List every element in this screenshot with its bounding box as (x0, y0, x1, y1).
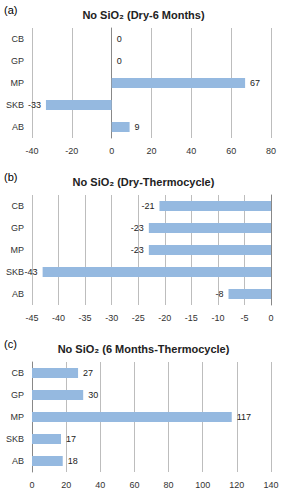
svg-text:(b): (b) (4, 171, 17, 183)
svg-text:-5: -5 (240, 313, 248, 323)
svg-text:-10: -10 (211, 313, 224, 323)
svg-text:9: 9 (135, 122, 140, 132)
svg-text:-21: -21 (141, 201, 154, 211)
svg-text:CB: CB (11, 34, 24, 44)
svg-text:-35: -35 (79, 313, 92, 323)
svg-text:-23: -23 (131, 223, 144, 233)
svg-text:-25: -25 (132, 313, 145, 323)
svg-text:-23: -23 (131, 245, 144, 255)
svg-text:0: 0 (268, 313, 273, 323)
svg-text:80: 80 (164, 480, 174, 490)
svg-text:SKB: SKB (6, 100, 24, 110)
svg-text:MP: MP (11, 245, 25, 255)
svg-text:-20: -20 (158, 313, 171, 323)
svg-text:SKB: SKB (6, 434, 24, 444)
svg-text:27: 27 (83, 368, 93, 378)
svg-text:0: 0 (29, 480, 34, 490)
svg-text:40: 40 (95, 480, 105, 490)
svg-text:20: 20 (146, 146, 156, 156)
svg-text:(c): (c) (4, 338, 17, 350)
svg-text:140: 140 (263, 480, 278, 490)
svg-text:(a): (a) (4, 4, 17, 16)
svg-text:No SiO₂ (Dry-Thermocycle): No SiO₂ (Dry-Thermocycle) (73, 176, 215, 188)
svg-text:-40: -40 (52, 313, 65, 323)
svg-text:0: 0 (109, 146, 114, 156)
svg-text:67: 67 (250, 78, 260, 88)
svg-text:AB: AB (12, 122, 24, 132)
svg-text:-15: -15 (185, 313, 198, 323)
svg-text:GP: GP (11, 223, 24, 233)
svg-text:SKB: SKB (6, 267, 24, 277)
svg-text:40: 40 (186, 146, 196, 156)
svg-text:30: 30 (88, 390, 98, 400)
svg-text:80: 80 (266, 146, 276, 156)
svg-text:-45: -45 (25, 313, 38, 323)
svg-text:MP: MP (11, 78, 25, 88)
svg-text:No SiO₂ (Dry-6 Months): No SiO₂ (Dry-6 Months) (82, 9, 205, 21)
svg-text:AB: AB (12, 289, 24, 299)
svg-text:-40: -40 (25, 146, 38, 156)
svg-text:AB: AB (12, 456, 24, 466)
svg-text:60: 60 (129, 480, 139, 490)
svg-text:No SiO₂ (6 Months-Thermocycle): No SiO₂ (6 Months-Thermocycle) (58, 343, 230, 355)
svg-text:CB: CB (11, 201, 24, 211)
svg-text:0: 0 (117, 56, 122, 66)
svg-text:GP: GP (11, 390, 24, 400)
svg-text:20: 20 (61, 480, 71, 490)
svg-text:-20: -20 (65, 146, 78, 156)
svg-text:60: 60 (226, 146, 236, 156)
svg-text:120: 120 (229, 480, 244, 490)
svg-text:GP: GP (11, 56, 24, 66)
svg-text:17: 17 (66, 434, 76, 444)
svg-text:-33: -33 (28, 100, 41, 110)
svg-text:100: 100 (195, 480, 210, 490)
svg-text:117: 117 (237, 412, 251, 422)
svg-text:-8: -8 (215, 289, 223, 299)
svg-text:-30: -30 (105, 313, 118, 323)
svg-text:MP: MP (11, 412, 25, 422)
svg-text:-43: -43 (25, 267, 38, 277)
svg-text:18: 18 (68, 456, 78, 466)
svg-text:CB: CB (11, 368, 24, 378)
svg-text:0: 0 (117, 34, 122, 44)
